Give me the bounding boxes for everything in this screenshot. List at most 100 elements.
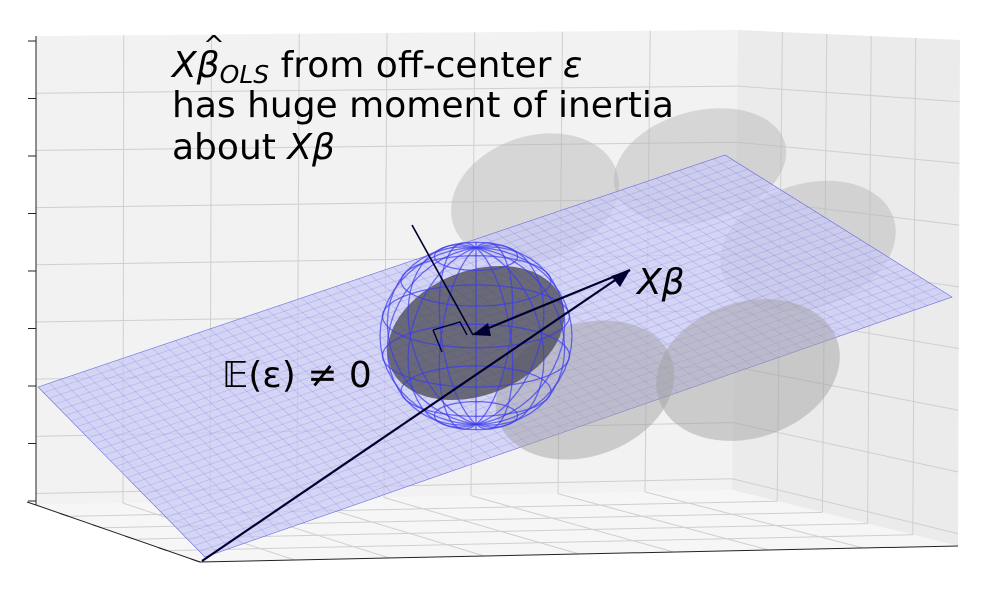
plane-mesh-line: [553, 212, 766, 363]
annotation-about: about: [172, 127, 287, 168]
x-axis-tick: [190, 558, 201, 563]
x-axis-tick: [92, 524, 102, 529]
back-pane-horizontal-gridline: [35, 85, 738, 94]
plane-mesh-line: [72, 375, 243, 545]
annotation-line-1: XβOLS from off-center ε: [170, 45, 582, 89]
floor-gridline: [470, 495, 674, 553]
annotation-from-off-center: from off-center: [269, 45, 563, 86]
vectors: [201, 224, 631, 562]
side-pane-horizontal-gridline: [733, 366, 959, 411]
floor-gridline: [557, 493, 769, 551]
annotation-line-2: has huge moment of inertia: [172, 85, 674, 126]
plane-mesh-line: [140, 351, 318, 519]
annotation-x-var: X: [170, 45, 198, 86]
expectation-operator: 𝔼: [222, 355, 248, 396]
annotation-line-3: about Xβ: [172, 127, 335, 168]
expectation-label: 𝔼(ε) ≠ 0: [222, 355, 372, 396]
plane-mesh-line: [518, 224, 729, 376]
side-pane-horizontal-gridline: [732, 422, 959, 473]
plane-mesh-line: [49, 164, 741, 399]
plane-mesh-line: [60, 379, 231, 549]
plane-mesh-line: [152, 348, 330, 514]
normal-line: [411, 224, 474, 336]
sphere-parallel: [433, 241, 519, 272]
long-vector-head: [611, 270, 630, 287]
plane-mesh-line: [610, 193, 828, 341]
right-angle-marker: [432, 321, 468, 336]
plane-mesh-line: [198, 332, 380, 497]
plane-mesh-line: [83, 371, 256, 540]
x-axis-tick: [59, 512, 69, 517]
plane-mesh-line: [587, 201, 803, 350]
plane-mesh-line: [701, 162, 928, 306]
center-vector-head: [472, 323, 491, 336]
plane-mesh-line: [186, 336, 368, 501]
expectation-argument: (ε) ≠ 0: [248, 355, 372, 396]
plane-mesh-line: [495, 232, 704, 384]
annotation-epsilon: ε: [563, 45, 582, 86]
x-axis-tick: [125, 535, 135, 540]
plane-mesh-line: [165, 263, 900, 518]
plane-mesh-line: [171, 268, 907, 524]
x-axis-tick: [26, 501, 37, 506]
floor-gridline: [644, 491, 864, 549]
plane-mesh-line: [690, 166, 915, 311]
plane-mesh-line: [199, 291, 945, 552]
plane-mesh-line: [289, 301, 480, 462]
annotation-ols-subscript: OLS: [220, 60, 270, 89]
plane-mesh-line: [117, 359, 293, 527]
plane-mesh-line: [65, 178, 763, 416]
sphere-parallel: [400, 255, 552, 307]
axis-ticks: [26, 40, 201, 563]
plane-mesh-line: [575, 205, 791, 354]
sphere-meridian: [386, 246, 566, 426]
plane-mesh-line: [106, 363, 280, 532]
plane-mesh-line: [163, 344, 343, 510]
long-vector: [201, 269, 631, 562]
plane-mesh-line: [95, 367, 268, 536]
plane-mesh-line: [564, 208, 778, 358]
xbeta-label: Xβ: [635, 262, 685, 303]
xbeta-to-center-vector: [473, 268, 631, 336]
side-pane-horizontal-gridline: [737, 85, 960, 103]
plane-mesh-line: [193, 287, 937, 546]
plane-mesh-line: [713, 158, 940, 302]
plane-mesh-line: [484, 235, 691, 389]
plane-mesh-line: [598, 197, 816, 345]
plane-mesh-line: [667, 174, 890, 319]
plane-mesh-line: [656, 177, 878, 324]
annotation-beta-hat: β: [196, 45, 220, 86]
sphere-parallel: [381, 323, 571, 388]
side-pane-horizontal-gridline: [736, 141, 960, 164]
plane-mesh-line: [507, 228, 716, 380]
plane-mesh-line: [209, 328, 392, 493]
plane-mesh-line: [243, 317, 430, 480]
right-angle-stub: [432, 329, 443, 353]
floor-gridline: [383, 497, 580, 555]
plane-mesh-line: [621, 189, 841, 337]
plane-mesh-line: [679, 170, 903, 315]
plane-mesh-line: [221, 324, 405, 488]
plane-mesh-line: [232, 321, 417, 484]
plane-mesh-line: [188, 282, 930, 541]
sphere-parallel: [433, 400, 519, 431]
plane-mesh-line: [160, 258, 892, 512]
plane-mesh-line: [54, 168, 748, 405]
shadow-ellipse-5: [656, 299, 840, 441]
hat-accent: ^: [203, 31, 225, 61]
floor-gridline: [167, 534, 913, 552]
plane-mesh-line: [644, 181, 866, 328]
side-pane-horizontal-gridline: [732, 478, 959, 535]
y-axis-line: [199, 545, 959, 563]
plane-mesh-line: [255, 313, 442, 475]
plane-mesh-line: [266, 309, 455, 471]
plane-mesh-line: [301, 297, 492, 458]
sphere-parallel: [400, 365, 552, 417]
plane-mesh-line: [541, 216, 753, 367]
plane-mesh-line: [633, 185, 853, 332]
plane-mesh-line: [49, 382, 218, 553]
back-pane-horizontal-gridline: [35, 141, 737, 151]
plane-mesh-line: [43, 159, 733, 393]
plane-mesh-line: [530, 220, 741, 371]
